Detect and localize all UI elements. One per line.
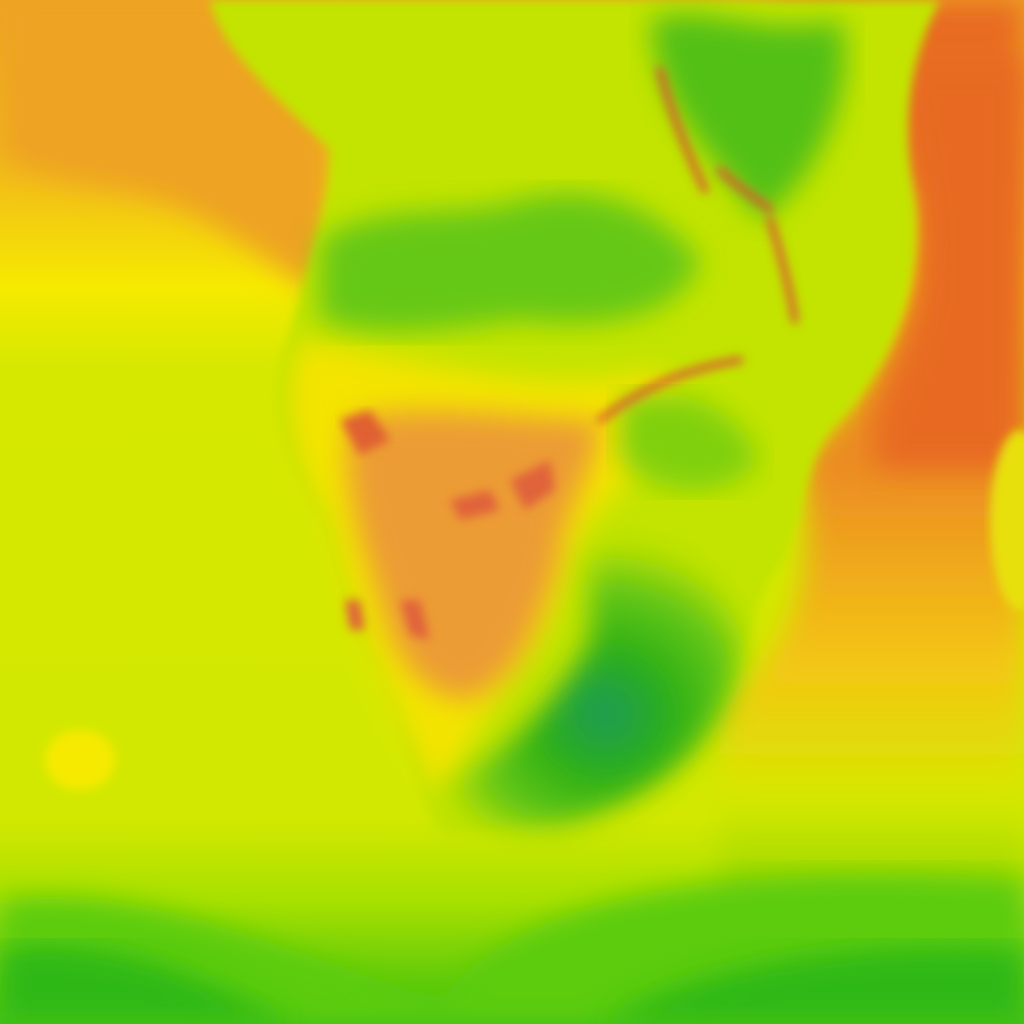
land-green-north <box>320 193 700 332</box>
rift-line-4 <box>716 166 774 214</box>
rift-line-1 <box>656 66 709 194</box>
ocean-east-hot <box>874 60 1024 470</box>
land-green-southeast <box>440 544 740 827</box>
ocean-northwest-warm <box>0 0 330 300</box>
land-green-northeast <box>650 14 846 220</box>
land-hot-patches <box>345 460 555 640</box>
rift-line-3 <box>596 356 744 424</box>
madagascar-edge <box>990 430 1024 610</box>
land-green-east <box>620 393 760 490</box>
ocean-south-deep-green <box>0 946 1024 1024</box>
land-hot-spot <box>340 410 390 455</box>
ocean-yellow-patch <box>45 730 115 790</box>
rift-line-2 <box>766 216 799 324</box>
rift-lines <box>596 66 799 424</box>
